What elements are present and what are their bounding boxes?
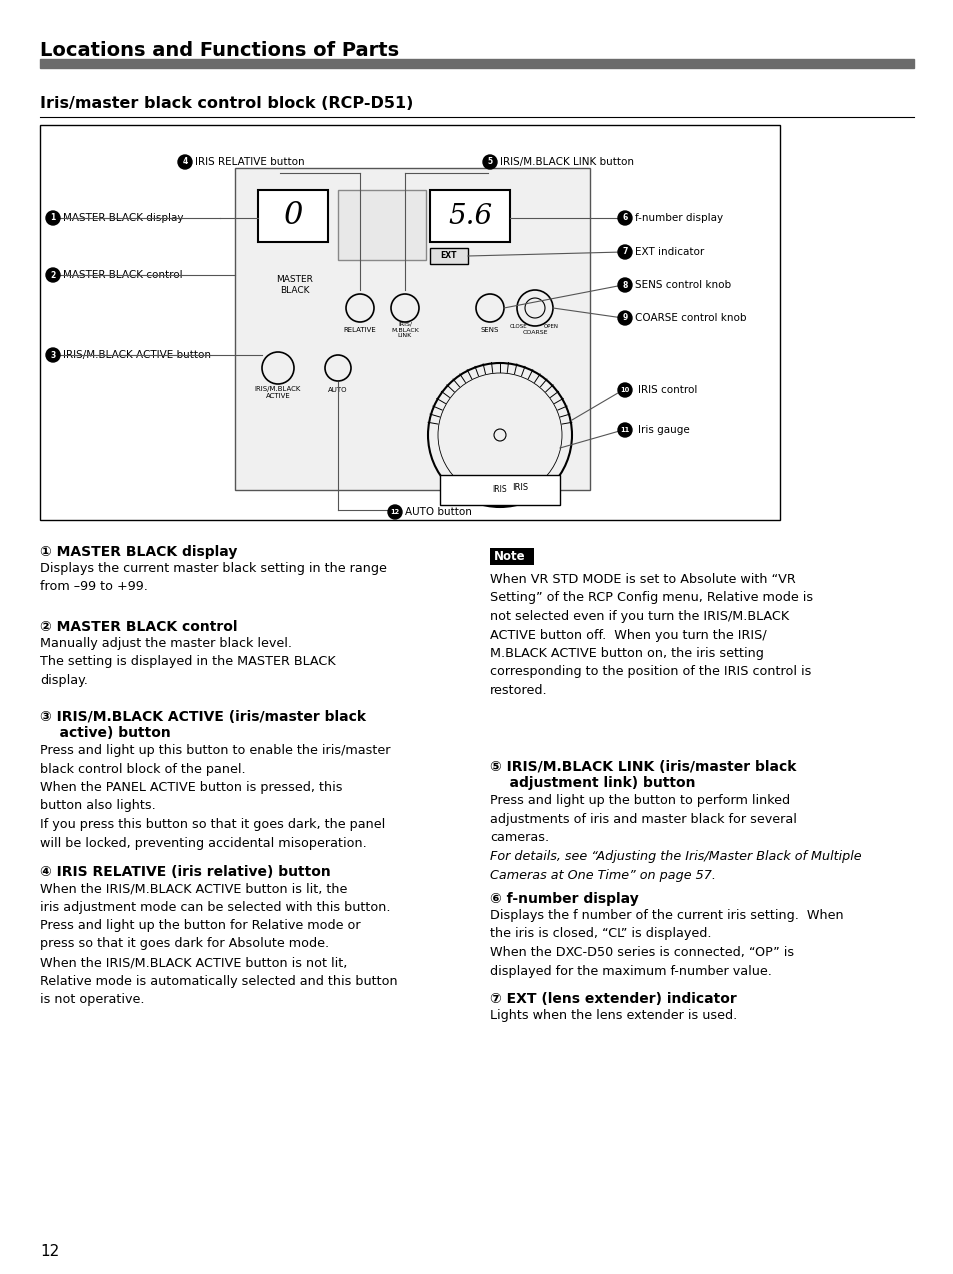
Text: When the IRIS/M.BLACK ACTIVE button is lit, the
iris adjustment mode can be sele: When the IRIS/M.BLACK ACTIVE button is l… <box>40 882 397 1006</box>
Text: COARSE control knob: COARSE control knob <box>635 313 745 324</box>
Circle shape <box>482 155 497 169</box>
Text: COARSE: COARSE <box>521 330 547 335</box>
Circle shape <box>618 245 631 259</box>
Text: 2: 2 <box>51 270 55 279</box>
Circle shape <box>618 383 631 397</box>
Text: f-number display: f-number display <box>635 213 722 223</box>
Bar <box>40 125 780 520</box>
Circle shape <box>618 423 631 437</box>
Circle shape <box>46 348 60 362</box>
Text: MASTER
BLACK: MASTER BLACK <box>276 275 314 296</box>
Text: 0: 0 <box>283 200 302 232</box>
Text: MASTER BLACK display: MASTER BLACK display <box>63 213 183 223</box>
Text: IRIS: IRIS <box>512 484 528 493</box>
Bar <box>439 475 559 505</box>
Text: IRIS RELATIVE button: IRIS RELATIVE button <box>194 157 304 167</box>
Text: Manually adjust the master black level.
The setting is displayed in the MASTER B: Manually adjust the master black level. … <box>40 637 335 687</box>
Text: adjustment link) button: adjustment link) button <box>490 776 695 790</box>
Text: EXT indicator: EXT indicator <box>635 247 703 257</box>
Bar <box>490 548 534 564</box>
Circle shape <box>388 505 401 519</box>
Text: ④ IRIS RELATIVE (iris relative) button: ④ IRIS RELATIVE (iris relative) button <box>40 865 331 879</box>
Text: ① MASTER BLACK display: ① MASTER BLACK display <box>40 545 237 559</box>
Text: 3: 3 <box>51 350 55 359</box>
Text: MASTER BLACK control: MASTER BLACK control <box>63 270 182 280</box>
Text: 10: 10 <box>619 387 629 392</box>
Text: Lights when the lens extender is used.: Lights when the lens extender is used. <box>490 1009 737 1022</box>
Text: IRIS/M.BLACK
ACTIVE: IRIS/M.BLACK ACTIVE <box>254 386 301 400</box>
Text: 9: 9 <box>621 313 627 322</box>
Circle shape <box>618 278 631 292</box>
Text: ③ IRIS/M.BLACK ACTIVE (iris/master black: ③ IRIS/M.BLACK ACTIVE (iris/master black <box>40 710 366 724</box>
Text: RELATIVE: RELATIVE <box>343 327 376 333</box>
Text: CLOSE: CLOSE <box>510 324 527 329</box>
Bar <box>234 168 589 490</box>
Text: Iris gauge: Iris gauge <box>638 426 689 434</box>
Text: AUTO: AUTO <box>328 387 348 392</box>
Text: 7: 7 <box>621 247 627 256</box>
Text: active) button: active) button <box>40 726 171 740</box>
Text: ⑦ EXT (lens extender) indicator: ⑦ EXT (lens extender) indicator <box>490 992 736 1006</box>
Text: Displays the current master black setting in the range
from –99 to +99.: Displays the current master black settin… <box>40 562 387 594</box>
Text: 5.6: 5.6 <box>448 203 492 229</box>
Text: IRIS: IRIS <box>492 485 507 494</box>
Bar <box>430 190 510 242</box>
Circle shape <box>618 211 631 225</box>
Text: 8: 8 <box>621 280 627 289</box>
Text: Displays the f number of the current iris setting.  When
the iris is closed, “CL: Displays the f number of the current iri… <box>490 910 842 977</box>
Text: IRIS/
M.BLACK
LINK: IRIS/ M.BLACK LINK <box>391 322 418 339</box>
Text: Locations and Functions of Parts: Locations and Functions of Parts <box>40 41 398 60</box>
Circle shape <box>178 155 192 169</box>
Text: Iris/master black control block (RCP-D51): Iris/master black control block (RCP-D51… <box>40 97 413 112</box>
Text: ② MASTER BLACK control: ② MASTER BLACK control <box>40 620 237 634</box>
Bar <box>257 190 328 242</box>
Circle shape <box>618 311 631 325</box>
Text: For details, see “Adjusting the Iris/Master Black of Multiple
Cameras at One Tim: For details, see “Adjusting the Iris/Mas… <box>490 850 861 882</box>
Text: 4: 4 <box>182 158 188 167</box>
Text: 12: 12 <box>390 510 399 515</box>
Text: 12: 12 <box>40 1245 59 1260</box>
Text: Press and light up this button to enable the iris/master
black control block of : Press and light up this button to enable… <box>40 744 390 850</box>
Text: SENS: SENS <box>480 327 498 333</box>
Text: SENS control knob: SENS control knob <box>635 280 730 290</box>
Bar <box>337 190 426 260</box>
Text: EXT: EXT <box>440 251 456 260</box>
Text: Press and light up the button to perform linked
adjustments of iris and master b: Press and light up the button to perform… <box>490 794 796 843</box>
Text: OPEN: OPEN <box>543 324 558 329</box>
Text: AUTO button: AUTO button <box>405 507 472 517</box>
Text: ⑥ f-number display: ⑥ f-number display <box>490 892 639 906</box>
Text: IRIS/M.BLACK ACTIVE button: IRIS/M.BLACK ACTIVE button <box>63 350 211 361</box>
Circle shape <box>46 268 60 282</box>
Text: 1: 1 <box>51 214 55 223</box>
Text: 5: 5 <box>487 158 492 167</box>
Text: When VR STD MODE is set to Absolute with “VR
Setting” of the RCP Config menu, Re: When VR STD MODE is set to Absolute with… <box>490 573 812 697</box>
Text: 11: 11 <box>619 427 629 433</box>
Text: 6: 6 <box>621 214 627 223</box>
Text: Note: Note <box>494 550 525 563</box>
Circle shape <box>46 211 60 225</box>
Text: ⑤ IRIS/M.BLACK LINK (iris/master black: ⑤ IRIS/M.BLACK LINK (iris/master black <box>490 761 796 775</box>
Text: IRIS/M.BLACK LINK button: IRIS/M.BLACK LINK button <box>499 157 634 167</box>
Bar <box>430 248 468 264</box>
Text: IRIS control: IRIS control <box>638 385 697 395</box>
Bar <box>40 59 913 68</box>
